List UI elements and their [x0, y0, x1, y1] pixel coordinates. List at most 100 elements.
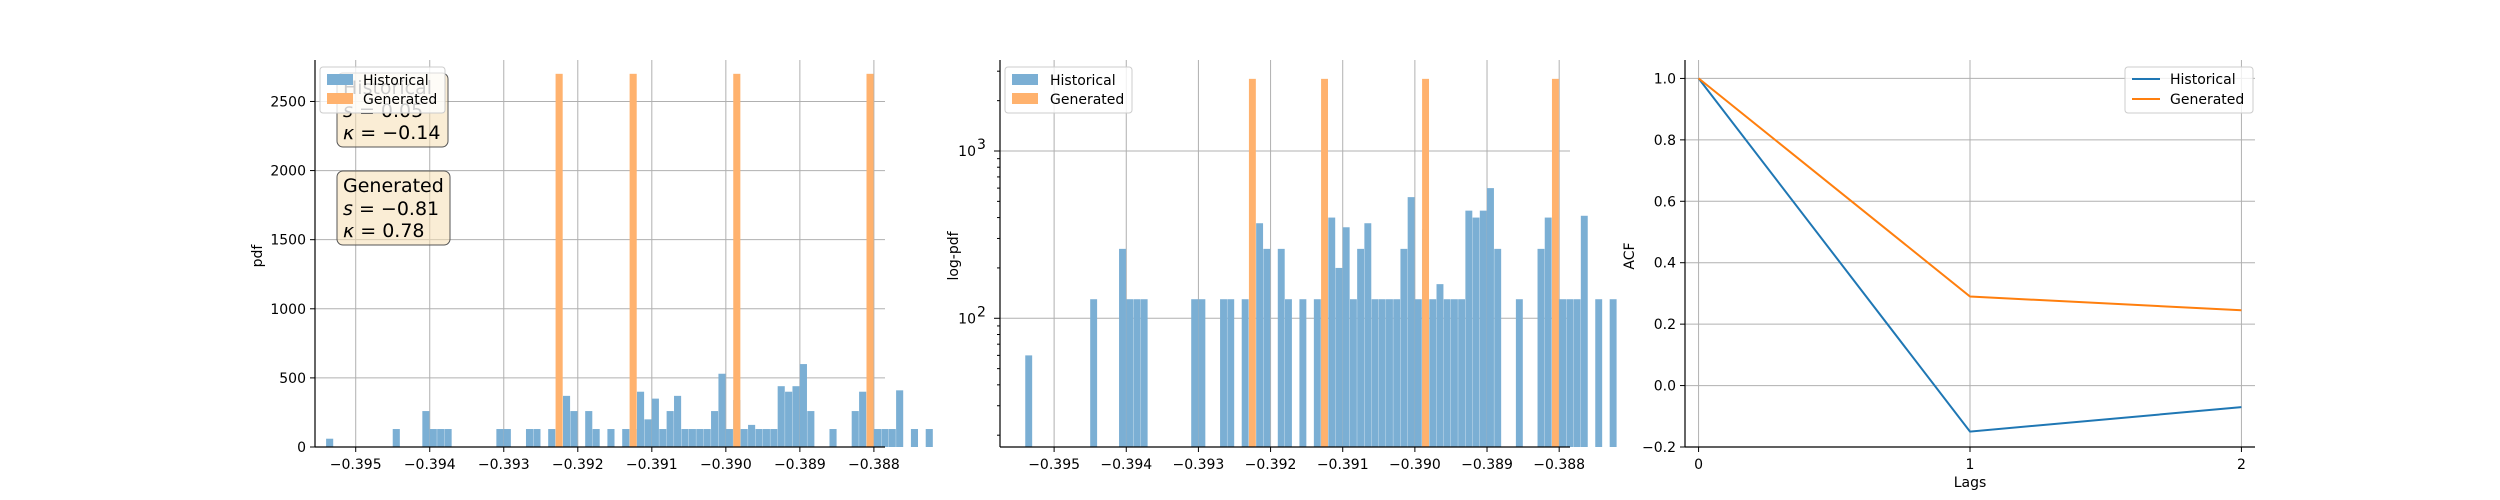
log-pdf-historical-bar	[1227, 299, 1235, 447]
pdf-historical-bar	[533, 429, 541, 447]
pdf-x-tick-label: −0.392	[552, 457, 604, 473]
log-pdf-historical-bar	[1566, 299, 1574, 447]
acf-y-axis-label: ACF	[1622, 242, 1638, 269]
log-pdf-historical-bar	[1400, 248, 1408, 447]
log-pdf-legend-generated-swatch	[1012, 93, 1038, 104]
log-pdf-historical-bar	[1277, 248, 1285, 447]
pdf-historical-bar	[755, 429, 763, 447]
pdf-historical-bar	[770, 429, 778, 447]
log-pdf-histogram-panel: −0.395 −0.394 −0.393 −0.392 −0.391 −0.390 −0.3…	[946, 60, 1617, 473]
pdf-historical-bar	[807, 411, 815, 447]
log-pdf-historical-bar	[1263, 248, 1271, 447]
acf-legend-historical-label: Historical	[2170, 72, 2236, 88]
pdf-x-tick-label: −0.388	[848, 457, 900, 473]
generated-stats-box: Generated s = −0.81 κ = 0.78	[336, 170, 451, 246]
pdf-historical-bar	[777, 386, 785, 447]
log-pdf-historical-bar	[1191, 299, 1199, 447]
pdf-historical-bar	[762, 429, 770, 447]
pdf-x-tick-label: −0.395	[330, 457, 382, 473]
pdf-historical-bar	[740, 429, 748, 447]
pdf-y-tick-label: 1500	[270, 233, 306, 249]
log-pdf-historical-bar	[1126, 299, 1134, 447]
pdf-historical-bar	[637, 391, 645, 447]
log-pdf-historical-bar	[1328, 217, 1336, 447]
pdf-historical-bar	[725, 429, 733, 447]
pdf-x-ticks: −0.395 −0.394 −0.393 −0.392 −0.391 −0.390 −0.3…	[330, 447, 900, 473]
log-pdf-legend-historical-label: Historical	[1050, 73, 1116, 89]
log-pdf-historical-bar	[1559, 299, 1567, 447]
pdf-historical-bar	[785, 391, 793, 447]
pdf-historical-bar	[585, 411, 593, 447]
log-pdf-x-tick-label: −0.395	[1028, 457, 1080, 473]
log-pdf-y-axis-label: log-pdf	[946, 230, 962, 280]
log-pdf-historical-bar	[1609, 299, 1617, 447]
log-pdf-historical-bar	[1595, 299, 1603, 447]
log-pdf-historical-bar	[1342, 227, 1350, 447]
pdf-legend-generated-label: Generated	[363, 92, 437, 108]
pdf-historical-bar	[422, 411, 430, 447]
log-pdf-historical-bar	[1407, 197, 1415, 447]
log-pdf-historical-bar	[1443, 299, 1451, 447]
log-pdf-historical-bar	[1220, 299, 1227, 447]
log-pdf-historical-bar	[1256, 223, 1264, 447]
log-pdf-historical-bar	[1458, 299, 1466, 447]
pdf-historical-bar	[392, 429, 400, 447]
pdf-y-tick-label: 0	[297, 440, 306, 456]
log-pdf-generated-bar	[1248, 78, 1256, 448]
acf-x-tick-label: 0	[1694, 457, 1703, 473]
pdf-historical-bar	[748, 424, 756, 447]
pdf-generated-bar	[733, 73, 741, 448]
log-pdf-historical-bar	[1494, 248, 1502, 447]
pdf-historical-bar	[592, 429, 600, 447]
log-pdf-historical-bar	[1429, 299, 1437, 447]
pdf-y-axis-label: pdf	[250, 244, 266, 268]
acf-legend-generated-label: Generated	[2170, 92, 2244, 108]
log-pdf-historical-bar	[1119, 248, 1126, 447]
pdf-historical-bar	[792, 386, 800, 447]
log-pdf-historical-bar	[1198, 299, 1206, 447]
log-pdf-historical-bar	[1393, 299, 1401, 447]
log-pdf-generated-bar	[1321, 78, 1328, 448]
pdf-historical-bar	[444, 429, 452, 447]
log-pdf-generated-bar	[1422, 78, 1430, 448]
acf-x-tick-label: 2	[2237, 457, 2246, 473]
log-pdf-historical-bar	[1241, 299, 1249, 447]
pdf-axes	[314, 60, 885, 448]
log-pdf-axes	[999, 60, 1570, 448]
log-pdf-historical-bar	[1465, 210, 1473, 447]
generated-stats-skew: s = −0.81	[343, 198, 439, 220]
log-pdf-x-tick-label: −0.389	[1461, 457, 1513, 473]
acf-y-tick-label: 1.0	[1654, 71, 1676, 87]
pdf-generated-bar	[629, 73, 637, 448]
log-pdf-legend-historical-swatch	[1012, 74, 1038, 85]
pdf-y-tick-label: 2500	[270, 94, 306, 110]
pdf-legend: Historical Generated	[319, 66, 446, 114]
log-pdf-historical-bar	[1450, 299, 1458, 447]
pdf-historical-bar	[829, 429, 837, 447]
pdf-historical-bar	[910, 429, 919, 447]
log-pdf-y-tick-label: 10	[958, 311, 976, 327]
pdf-historical-bar	[703, 429, 711, 447]
pdf-x-tick-label: −0.394	[404, 457, 456, 473]
acf-historical-line	[1697, 77, 2242, 433]
log-pdf-historical-bar	[1573, 299, 1581, 447]
log-pdf-x-tick-label: −0.393	[1173, 457, 1225, 473]
pdf-historical-bar	[888, 429, 896, 447]
generated-stats-kurtosis: κ = 0.78	[343, 220, 425, 242]
pdf-historical-bar	[881, 429, 889, 447]
log-pdf-x-tick-label: −0.391	[1317, 457, 1369, 473]
pdf-bars	[326, 73, 933, 448]
acf-y-tick-label: 0.8	[1654, 133, 1676, 149]
pdf-generated-bar	[555, 73, 563, 448]
log-pdf-historical-bar	[1349, 299, 1357, 447]
log-pdf-historical-bar	[1357, 248, 1365, 447]
acf-y-ticks: −0.2 0.0 0.2 0.4 0.6 0.8 1.0	[1642, 71, 1685, 456]
acf-legend: Historical Generated	[2124, 66, 2254, 114]
pdf-historical-bar	[851, 411, 859, 447]
pdf-historical-bar	[570, 411, 578, 447]
log-pdf-bars	[1025, 78, 1617, 448]
log-pdf-y-tick-exponent: 2	[977, 304, 986, 320]
log-pdf-historical-bar	[1414, 299, 1422, 447]
log-pdf-legend: Historical Generated	[1004, 66, 1133, 114]
log-pdf-historical-bar	[1299, 299, 1307, 447]
